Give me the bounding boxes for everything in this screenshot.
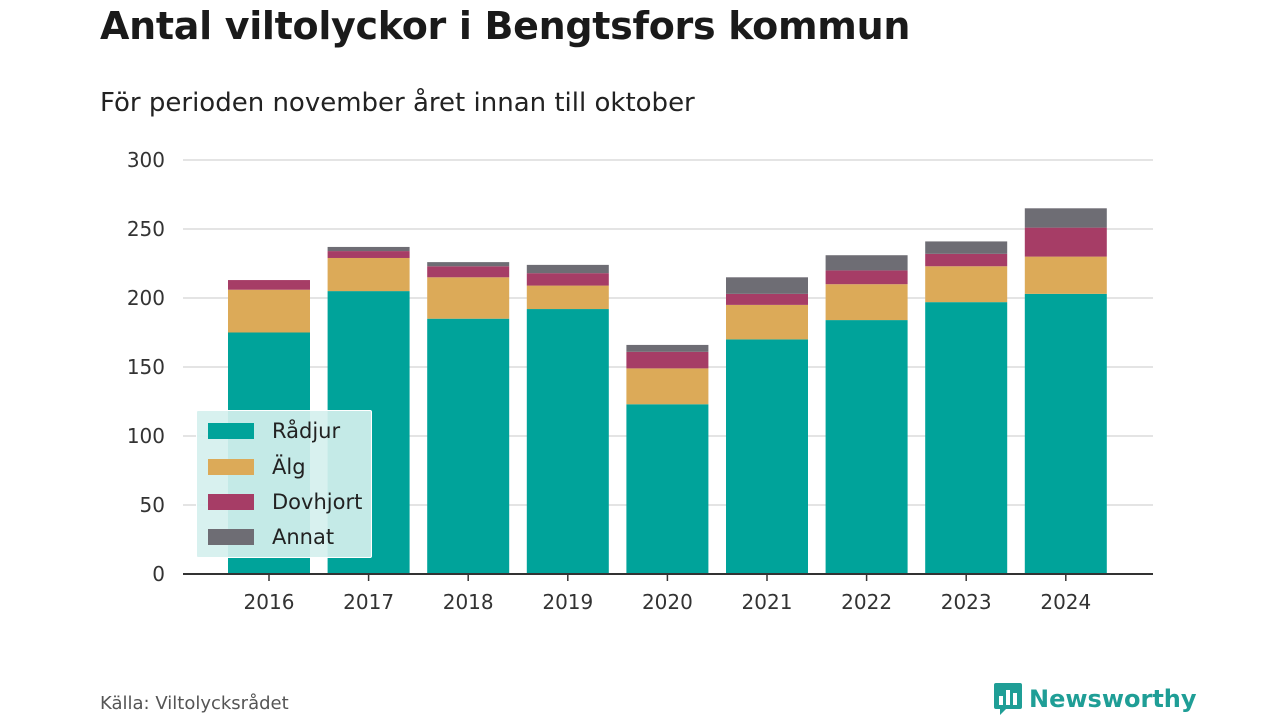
bar-2024-dovhjort bbox=[1024, 227, 1107, 257]
legend-label-radjur: Rådjur bbox=[272, 419, 341, 443]
bar-2018-dovhjort bbox=[427, 266, 510, 278]
bar-2020-annat bbox=[626, 344, 709, 352]
bar-2021-alg bbox=[726, 304, 808, 340]
legend-swatch-dovhjort bbox=[208, 494, 254, 510]
y-tick-label-50: 50 bbox=[140, 493, 165, 517]
y-tick-label-100: 100 bbox=[127, 424, 165, 448]
bar-2022-annat bbox=[825, 255, 908, 271]
x-tick-label-2024: 2024 bbox=[1040, 590, 1091, 614]
bar-2021-annat bbox=[726, 277, 808, 294]
source-note: Källa: Viltolycksrådet bbox=[100, 693, 289, 714]
legend-item-alg: Älg bbox=[208, 453, 306, 481]
x-tick-label-2023: 2023 bbox=[941, 590, 992, 614]
legend-swatch-radjur bbox=[208, 423, 254, 439]
chart-subtitle: För perioden november året innan till ok… bbox=[100, 88, 695, 118]
bar-2018-annat bbox=[427, 262, 510, 267]
bar-2019-annat bbox=[526, 264, 609, 274]
legend-swatch-alg bbox=[208, 459, 254, 475]
bar-2023-radjur bbox=[925, 302, 1008, 574]
bar-2019-radjur bbox=[526, 309, 609, 574]
bar-2021-dovhjort bbox=[726, 293, 808, 305]
y-tick-label-150: 150 bbox=[127, 355, 165, 379]
bar-2020-alg bbox=[626, 368, 709, 405]
bar-2017-dovhjort bbox=[327, 251, 410, 258]
y-tick-label-200: 200 bbox=[127, 286, 165, 310]
bar-2016-dovhjort bbox=[228, 280, 310, 290]
bar-2021-radjur bbox=[726, 339, 808, 574]
bar-2020-radjur bbox=[626, 404, 709, 574]
bar-2019-alg bbox=[526, 285, 609, 310]
bar-2023-annat bbox=[925, 241, 1008, 254]
x-tick-label-2018: 2018 bbox=[443, 590, 494, 614]
bar-2020-dovhjort bbox=[626, 351, 709, 369]
y-tick-label-250: 250 bbox=[127, 217, 165, 241]
x-tick-label-2022: 2022 bbox=[841, 590, 892, 614]
legend-item-radjur: Rådjur bbox=[208, 417, 340, 445]
legend: Rådjur Älg Dovhjort Annat bbox=[196, 410, 372, 558]
bar-2022-dovhjort bbox=[825, 270, 908, 285]
y-tick-label-300: 300 bbox=[127, 148, 165, 172]
x-tick-label-2016: 2016 bbox=[244, 590, 295, 614]
bar-2024-annat bbox=[1024, 208, 1107, 228]
legend-item-dovhjort: Dovhjort bbox=[208, 488, 362, 516]
legend-label-dovhjort: Dovhjort bbox=[272, 490, 363, 514]
x-tick-label-2020: 2020 bbox=[642, 590, 693, 614]
x-tick-label-2017: 2017 bbox=[343, 590, 394, 614]
axes: 0 50 100 150 200 250 300 2016 2017 2018 2019 2020 20… bbox=[127, 148, 1153, 614]
legend-label-annat: Annat bbox=[272, 525, 335, 549]
bar-chart-speech-bubble-icon bbox=[994, 683, 1022, 715]
y-tick-label-0: 0 bbox=[152, 562, 165, 586]
bar-2017-annat bbox=[327, 246, 410, 252]
legend-swatch-annat bbox=[208, 529, 254, 545]
x-tick-label-2019: 2019 bbox=[542, 590, 593, 614]
bar-2022-alg bbox=[825, 284, 908, 321]
legend-item-annat: Annat bbox=[208, 523, 334, 551]
x-tick-label-2021: 2021 bbox=[742, 590, 793, 614]
bar-2018-radjur bbox=[427, 318, 510, 574]
bar-2024-alg bbox=[1024, 256, 1107, 294]
brand-name: Newsworthy bbox=[1029, 685, 1197, 713]
bar-2019-dovhjort bbox=[526, 273, 609, 286]
bar-2017-alg bbox=[327, 257, 410, 292]
bar-2024-radjur bbox=[1024, 293, 1107, 574]
bar-2023-dovhjort bbox=[925, 253, 1008, 267]
legend-label-alg: Älg bbox=[272, 455, 306, 479]
bar-2018-alg bbox=[427, 277, 510, 319]
chart-title: Antal viltolyckor i Bengtsfors kommun bbox=[100, 4, 911, 48]
bar-2023-alg bbox=[925, 266, 1008, 303]
bar-2022-radjur bbox=[825, 320, 908, 574]
bar-2016-alg bbox=[228, 289, 310, 333]
brand-logo: Newsworthy bbox=[993, 683, 1197, 715]
